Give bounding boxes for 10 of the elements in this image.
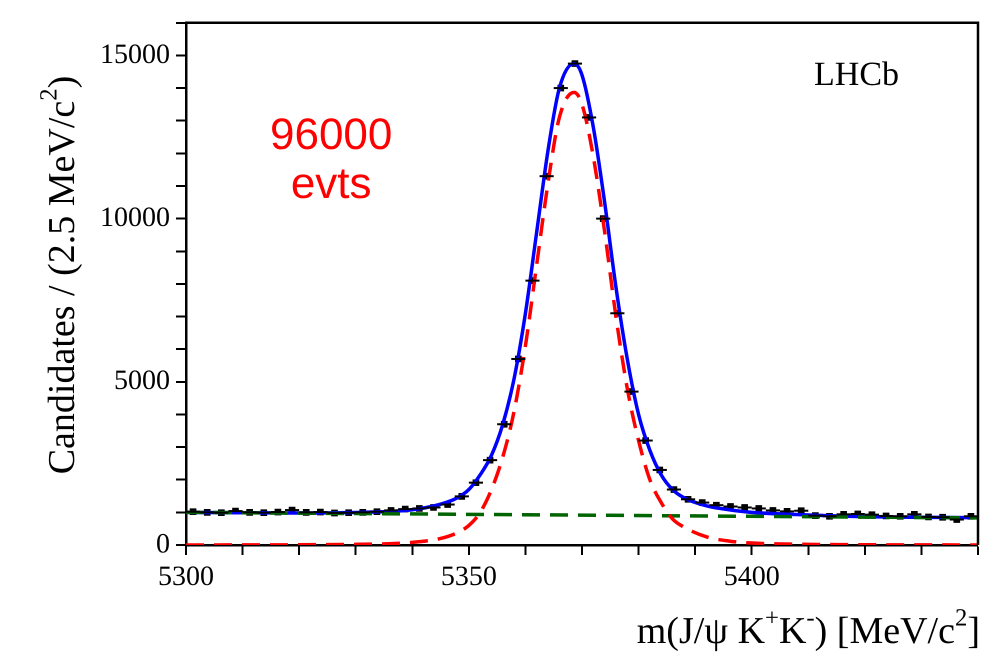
x-tick-label: 5300 (158, 561, 214, 592)
y-tick-label: 10000 (100, 202, 170, 233)
y-tick-label: 5000 (114, 365, 170, 396)
annotation: 96000 evts (270, 110, 392, 209)
annotation: LHCb (814, 56, 899, 93)
y-tick-label: 0 (156, 528, 170, 560)
x-axis-title: m(J/ψ K$^{+}$K$^{-}$) [MeV/c$^{2}$] (636, 604, 980, 652)
y-tick-label: 15000 (100, 38, 170, 70)
x-tick-label: 5350 (440, 561, 497, 592)
x-tick-label: 5400 (724, 561, 780, 592)
